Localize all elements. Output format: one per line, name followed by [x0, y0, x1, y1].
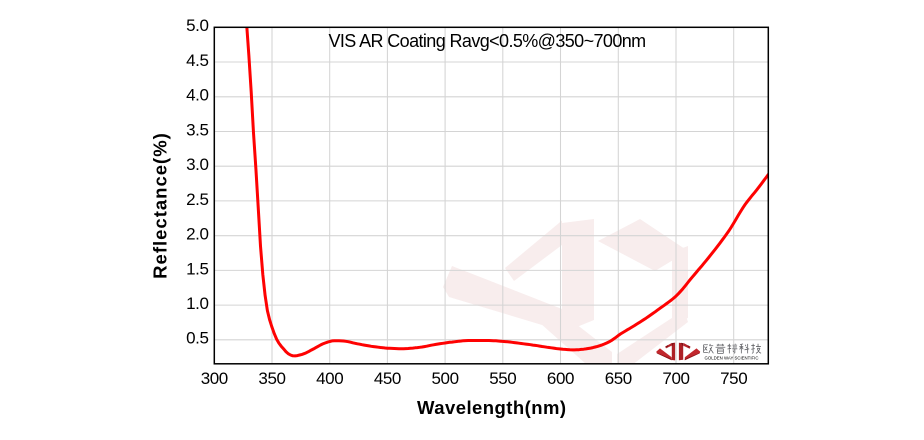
svg-text:0.5: 0.5: [186, 329, 208, 348]
svg-text:300: 300: [201, 369, 228, 388]
svg-text:VIS AR Coating Ravg<0.5%@350~7: VIS AR Coating Ravg<0.5%@350~700nm: [328, 31, 645, 51]
svg-text:350: 350: [258, 369, 285, 388]
svg-text:Reflectance(%): Reflectance(%): [150, 132, 171, 279]
svg-text:5.0: 5.0: [186, 16, 208, 35]
svg-text:400: 400: [316, 369, 343, 388]
svg-text:450: 450: [374, 369, 401, 388]
svg-text:2.0: 2.0: [186, 225, 208, 244]
svg-text:600: 600: [547, 369, 574, 388]
svg-text:750: 750: [720, 369, 747, 388]
svg-text:700: 700: [662, 369, 689, 388]
svg-text:500: 500: [432, 369, 459, 388]
svg-text:650: 650: [605, 369, 632, 388]
svg-text:1.0: 1.0: [186, 294, 208, 313]
svg-text:Wavelength(nm): Wavelength(nm): [417, 397, 567, 418]
svg-text:GOLDEN WAY SCIENTIFIC: GOLDEN WAY SCIENTIFIC: [705, 356, 759, 361]
svg-text:3.5: 3.5: [186, 120, 208, 139]
svg-text:4.5: 4.5: [186, 51, 208, 70]
svg-text:3.0: 3.0: [186, 155, 208, 174]
svg-text:4.0: 4.0: [186, 86, 208, 105]
svg-text:1.5: 1.5: [186, 259, 208, 278]
svg-text:2.5: 2.5: [186, 190, 208, 209]
svg-text:550: 550: [489, 369, 516, 388]
